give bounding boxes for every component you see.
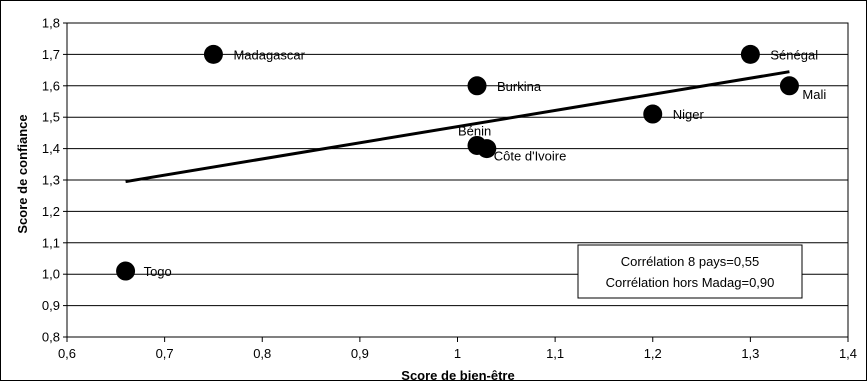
x-tick-label: 0,8 xyxy=(253,346,271,361)
x-axis-title: Score de bien-être xyxy=(401,368,514,382)
correlation-line-2: Corrélation hors Madag=0,90 xyxy=(606,275,775,290)
y-tick-label: 1,4 xyxy=(42,141,60,156)
data-point xyxy=(477,139,497,159)
y-tick-label: 1,0 xyxy=(42,267,60,282)
y-tick-label: 1,3 xyxy=(42,173,60,188)
trend-line xyxy=(125,70,790,184)
data-point xyxy=(643,104,663,124)
point-label: Madagascar xyxy=(233,47,305,62)
x-tick-label: 1,2 xyxy=(644,346,662,361)
y-tick-label: 1,1 xyxy=(42,235,60,250)
x-tick-label: 1,1 xyxy=(546,346,564,361)
x-tick-label: 1,3 xyxy=(741,346,759,361)
data-point xyxy=(779,76,799,96)
y-axis-ticks: 0,8 0,9 1,0 1,1 1,2 1,3 1,4 1,5 1,6 1,7 1,8 xyxy=(42,16,67,345)
x-tick-label: 1,4 xyxy=(839,346,857,361)
data-points: Madagascar Burkina Sénégal Mali Niger BéninCô… xyxy=(116,44,826,281)
point-label: Bénin xyxy=(458,123,491,138)
data-point xyxy=(116,261,136,281)
data-point xyxy=(740,44,760,64)
x-axis-ticks: 0,6 0,7 0,8 0,9 1 1,1 1,2 1,3 1,4 xyxy=(58,337,857,361)
x-tick-label: 0,7 xyxy=(156,346,174,361)
x-tick-label: 1 xyxy=(454,346,461,361)
x-tick-label: 0,9 xyxy=(351,346,369,361)
y-tick-label: 1,6 xyxy=(42,78,60,93)
point-label: Togo xyxy=(144,264,172,279)
data-point xyxy=(203,44,223,64)
point-label: Côte d'Ivoire xyxy=(494,149,567,164)
correlation-note: Corrélation 8 pays=0,55 Corrélation hors… xyxy=(577,244,803,299)
y-tick-label: 0,8 xyxy=(42,330,60,345)
y-tick-label: 0,9 xyxy=(42,298,60,313)
data-point xyxy=(467,76,487,96)
correlation-line-1: Corrélation 8 pays=0,55 xyxy=(621,254,759,269)
correlation-box xyxy=(577,244,803,299)
x-tick-label: 0,6 xyxy=(58,346,76,361)
y-tick-label: 1,7 xyxy=(42,47,60,62)
y-tick-label: 1,2 xyxy=(42,204,60,219)
point-label: Burkina xyxy=(497,79,542,94)
point-label: Mali xyxy=(802,87,826,102)
point-label: Niger xyxy=(673,107,705,122)
y-tick-label: 1,5 xyxy=(42,110,60,125)
y-axis-title: Score de confiance xyxy=(15,114,30,233)
point-label: Sénégal xyxy=(770,47,818,62)
y-tick-label: 1,8 xyxy=(42,16,60,31)
